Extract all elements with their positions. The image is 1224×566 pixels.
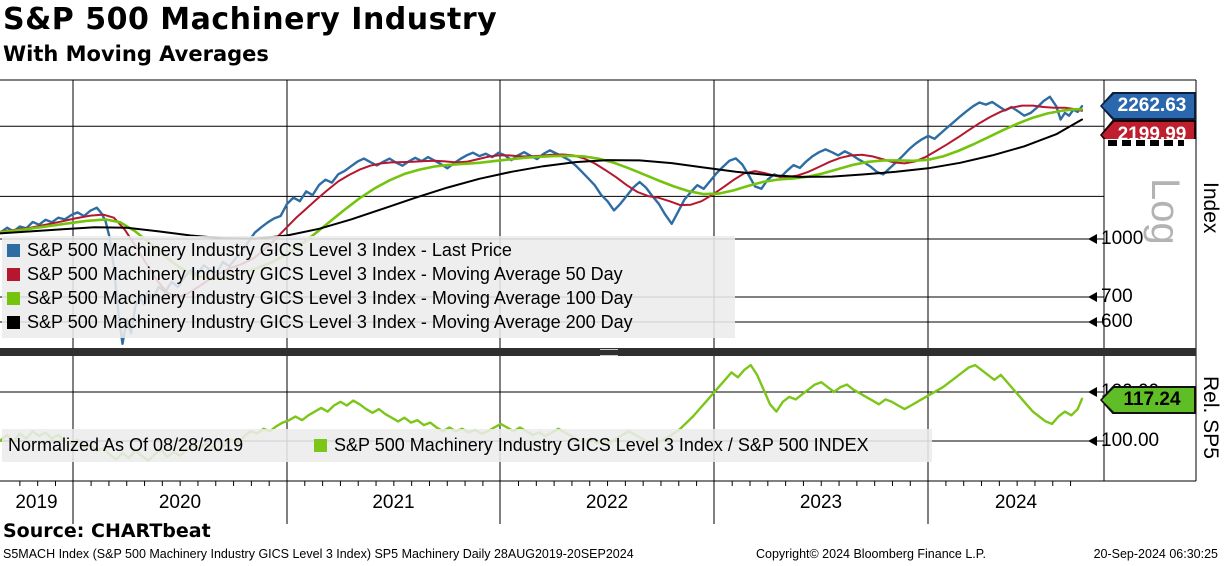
tick-arrow-icon xyxy=(1088,387,1097,397)
legend-label: S&P 500 Machinery Industry GICS Level 3 … xyxy=(27,287,633,308)
panel-resize-handle[interactable] xyxy=(600,349,618,356)
plot-frame xyxy=(0,79,1197,524)
clipped-tag-remnant xyxy=(1108,140,1184,146)
normalized-note: Normalized As Of 08/28/2019 xyxy=(8,435,244,455)
x-tick-year-2020: 2020 xyxy=(158,492,202,513)
tick-label: 600 xyxy=(1101,311,1133,333)
legend-swatch-icon xyxy=(7,267,20,281)
x-tick-year-2019: 2019 xyxy=(15,492,58,513)
legend-item-3[interactable]: S&P 500 Machinery Industry GICS Level 3 … xyxy=(2,310,735,334)
x-tick-year-2023: 2023 xyxy=(799,492,843,513)
legend-swatch-icon xyxy=(7,291,20,305)
tick-label: 700 xyxy=(1101,285,1133,307)
last-price-tag-value: 2262.63 xyxy=(1102,94,1194,118)
page-title: S&P 500 Machinery Industry xyxy=(3,2,498,37)
legend-item-2[interactable]: S&P 500 Machinery Industry GICS Level 3 … xyxy=(2,286,735,310)
x-tick-year-2022: 2022 xyxy=(585,492,629,513)
relative-series-swatch xyxy=(314,439,327,452)
tick-arrow-icon xyxy=(1088,234,1097,244)
legend-item-1[interactable]: S&P 500 Machinery Industry GICS Level 3 … xyxy=(2,262,735,286)
legend-label: S&P 500 Machinery Industry GICS Level 3 … xyxy=(27,239,512,260)
footer-copyright: Copyright© 2024 Bloomberg Finance L.P. xyxy=(756,547,986,561)
main-axis-title: Index xyxy=(1199,182,1222,234)
y-tick-700: 700 xyxy=(1088,286,1133,308)
tick-arrow-icon xyxy=(1088,436,1097,446)
ma50-tag-value: 2199.99 xyxy=(1102,122,1194,139)
legend-label: S&P 500 Machinery Industry GICS Level 3 … xyxy=(27,263,623,284)
legend-swatch-icon xyxy=(7,315,20,329)
tick-arrow-icon xyxy=(1088,317,1097,328)
footer-security-info: S5MACH Index (S&P 500 Machinery Industry… xyxy=(3,547,634,561)
x-tick-year-2024: 2024 xyxy=(994,492,1038,513)
footer-timestamp: 20-Sep-2024 06:30:25 xyxy=(1093,547,1218,561)
y-tick-600: 600 xyxy=(1088,311,1133,333)
tick-label: 100.00 xyxy=(1101,430,1160,451)
relative-value-tag: 117.24 xyxy=(1100,386,1196,414)
tick-arrow-icon xyxy=(1088,291,1097,302)
legend-label: S&P 500 Machinery Industry GICS Level 3 … xyxy=(27,311,633,332)
tick-label: 1000 xyxy=(1101,228,1144,249)
legend-swatch-icon xyxy=(7,243,20,257)
lower-legend-box: Normalized As Of 08/28/2019 S&P 500 Mach… xyxy=(2,429,932,462)
x-tick-year-2021: 2021 xyxy=(372,492,415,513)
last-price-tag: 2262.63 xyxy=(1100,92,1196,120)
main-legend-box: S&P 500 Machinery Industry GICS Level 3 … xyxy=(2,236,735,338)
lower-axis-title: Rel. SP5 xyxy=(1199,376,1222,459)
legend-item-0[interactable]: S&P 500 Machinery Industry GICS Level 3 … xyxy=(2,238,735,262)
series-moving-average-200-day xyxy=(0,118,1083,240)
log-scale-label: Log xyxy=(1143,178,1187,245)
page-subtitle: With Moving Averages xyxy=(3,42,269,66)
relative-series-label[interactable]: S&P 500 Machinery Industry GICS Level 3 … xyxy=(334,435,869,455)
relative-value-tag-value: 117.24 xyxy=(1102,388,1194,412)
source-line: Source: CHARTbeat xyxy=(3,520,211,542)
ma50-tag-clipped: 2199.99 xyxy=(1100,120,1196,139)
y-tick-100.00: 100.00 xyxy=(1088,430,1159,452)
lower-plot-area[interactable] xyxy=(0,356,1104,481)
y-tick-1000: 1000 xyxy=(1088,228,1143,250)
